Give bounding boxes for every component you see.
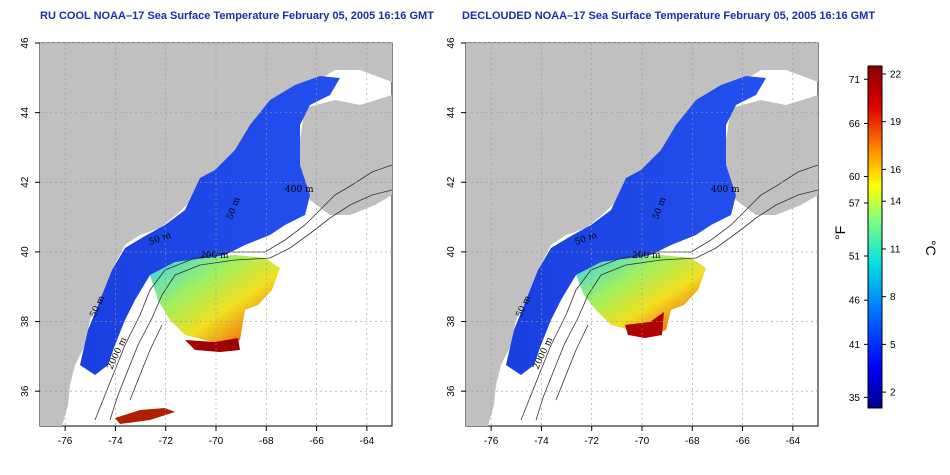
left-sst-map: 50 m 200 m 400 m 2000 m 50 m 50 m -76 -74…: [20, 37, 393, 447]
fahrenheit-unit-label: °F: [832, 226, 848, 240]
x-tick-label: -70: [635, 436, 650, 447]
y-tick-label: 38: [446, 316, 457, 328]
fahrenheit-tick-label: 46: [849, 296, 861, 307]
x-tick-label: -72: [158, 436, 173, 447]
right-contour-label: 200 m: [632, 251, 661, 261]
fahrenheit-scale: 71 66 60 57 51 46 41 35: [849, 75, 868, 404]
celsius-tick-label: 8: [890, 292, 896, 303]
left-cold-shelf-water: [80, 76, 340, 375]
x-tick-label: -66: [735, 436, 750, 447]
fahrenheit-tick-label: 41: [849, 340, 861, 351]
x-tick-label: -68: [259, 436, 274, 447]
x-tick-label: -66: [309, 436, 324, 447]
left-contour-label: 400 m: [285, 185, 314, 195]
y-tick-label: 36: [446, 385, 457, 397]
y-tick-label: 38: [20, 316, 31, 328]
celsius-tick-label: 16: [890, 165, 902, 176]
celsius-unit-label: °C: [923, 240, 939, 256]
right-nova-scotia-land: [726, 95, 818, 215]
celsius-tick-label: 14: [890, 197, 902, 208]
y-tick-label: 46: [20, 37, 31, 49]
y-tick-label: 44: [446, 107, 457, 119]
celsius-tick-label: 19: [890, 117, 902, 128]
x-tick-label: -68: [685, 436, 700, 447]
y-tick-label: 42: [20, 176, 31, 188]
left-y-axis: 36 38 40 42 44 46: [20, 37, 40, 397]
left-land-mass: [40, 43, 392, 426]
y-tick-label: 40: [446, 246, 457, 258]
left-warm-fragment: [185, 338, 240, 352]
right-land-mass: [466, 43, 818, 426]
y-tick-label: 42: [446, 176, 457, 188]
celsius-tick-label: 22: [890, 69, 902, 80]
celsius-tick-label: 5: [890, 340, 896, 351]
left-x-axis: -76 -74 -72 -70 -68 -66 -64: [58, 426, 375, 447]
x-tick-label: -72: [584, 436, 599, 447]
fahrenheit-tick-label: 60: [849, 172, 861, 183]
right-gridlines: [466, 42, 818, 426]
right-map-title: DECLOUDED NOAA–17 Sea Surface Temperatur…: [462, 10, 876, 22]
x-tick-label: -64: [360, 436, 375, 447]
right-contour-label: 400 m: [711, 185, 740, 195]
y-tick-label: 36: [20, 385, 31, 397]
celsius-scale: 22 19 16 14 11 8 5 2: [882, 69, 902, 399]
x-tick-label: -70: [209, 436, 224, 447]
left-nova-scotia-land: [300, 95, 392, 215]
left-map-title: RU COOL NOAA–17 Sea Surface Temperature …: [40, 10, 434, 22]
temperature-colorbar: 71 66 60 57 51 46 41 35 22 19 16 14 11 8 5 2 °F °C: [832, 65, 939, 409]
y-tick-label: 40: [20, 246, 31, 258]
right-y-axis: 36 38 40 42 44 46: [446, 37, 466, 397]
left-contour-label: 200 m: [200, 251, 229, 261]
x-tick-label: -74: [534, 436, 549, 447]
colorbar-gradient: [867, 65, 883, 409]
right-gulf-stream-water: [576, 255, 706, 335]
y-tick-label: 44: [20, 107, 31, 119]
fahrenheit-tick-label: 35: [849, 393, 861, 404]
celsius-tick-label: 2: [890, 388, 896, 399]
x-tick-label: -74: [108, 436, 123, 447]
right-x-axis: -76 -74 -72 -70 -68 -66 -64: [484, 426, 801, 447]
right-cold-shelf-water: [506, 76, 766, 375]
fahrenheit-tick-label: 71: [849, 75, 861, 86]
fahrenheit-tick-label: 51: [849, 252, 861, 263]
x-tick-label: -76: [484, 436, 499, 447]
fahrenheit-tick-label: 66: [849, 119, 861, 130]
left-warm-fragment-south: [115, 408, 175, 424]
celsius-tick-label: 11: [890, 244, 901, 255]
y-tick-label: 46: [446, 37, 457, 49]
left-gulf-stream-water: [150, 255, 280, 345]
right-warm-fragment: [625, 312, 664, 338]
x-tick-label: -64: [786, 436, 801, 447]
fahrenheit-tick-label: 57: [849, 198, 861, 209]
left-gridlines: [40, 42, 392, 426]
right-sst-map: 50 m 200 m 400 m 2000 m 50 m 50 m -76 -74…: [446, 37, 819, 447]
x-tick-label: -76: [58, 436, 73, 447]
